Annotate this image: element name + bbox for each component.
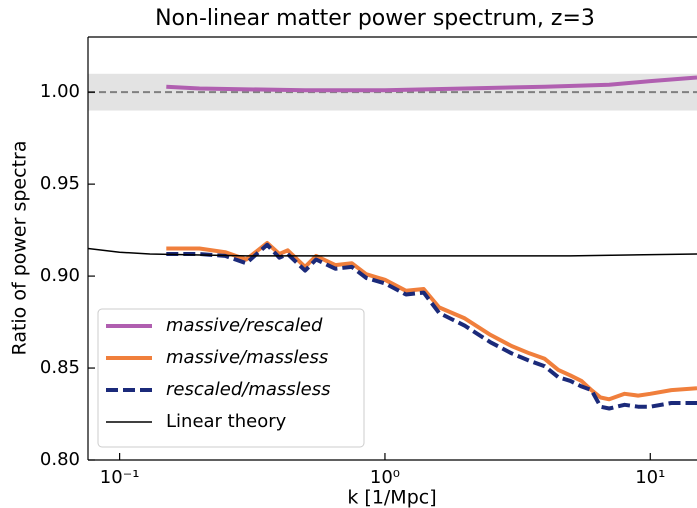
x-tick-label: 10⁻¹: [100, 467, 140, 488]
x-tick-label: 10¹: [635, 467, 665, 488]
y-axis-label: Ratio of power spectra: [9, 141, 31, 356]
series-line: [88, 247, 697, 257]
x-tick-label: 10⁰: [370, 467, 400, 488]
y-tick-label: 0.95: [40, 173, 80, 194]
legend-box: [97, 308, 365, 448]
y-tick-label: 0.85: [40, 357, 80, 378]
y-tick-label: 1.00: [40, 81, 80, 102]
legend-label: Linear theory: [166, 411, 287, 432]
y-tick-label: 0.90: [40, 265, 80, 286]
series-line: [166, 242, 697, 411]
legend-label: massive/rescaled: [166, 315, 323, 336]
plot-area: [88, 73, 697, 411]
legend-label: rescaled/massless: [166, 379, 331, 400]
x-axis-label: k [1/Mpc]: [347, 487, 436, 508]
legend-label: massive/massless: [166, 347, 328, 368]
chart-title: Non-linear matter power spectrum, z=3: [155, 6, 595, 31]
series-line: [166, 75, 697, 93]
series-line: [166, 241, 697, 402]
y-tick-label: 0.80: [40, 449, 80, 470]
